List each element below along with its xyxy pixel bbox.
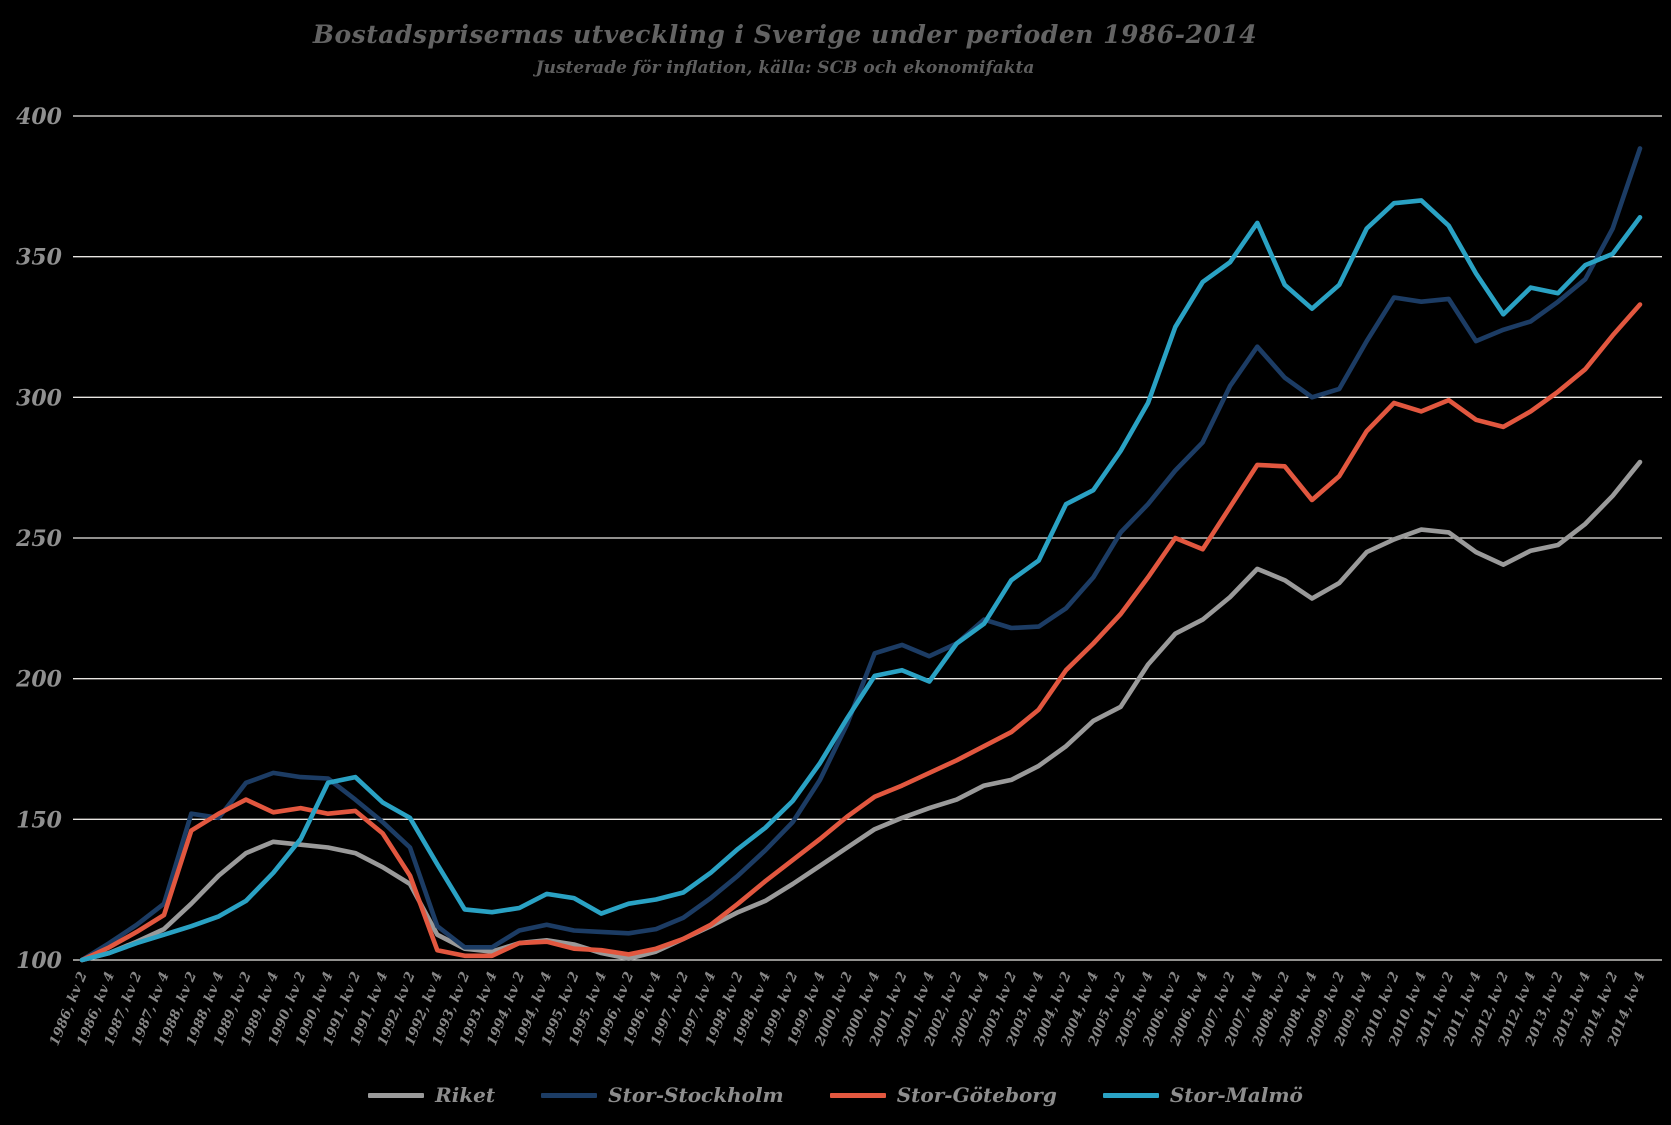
- y-tick-label-300: 300: [16, 385, 63, 411]
- series-line-stor-göteborg: [79, 302, 1643, 963]
- chart-title: Bostadsprisernas utveckling i Sverige un…: [312, 20, 1258, 49]
- legend-item-riket: Riket: [368, 1083, 495, 1107]
- legend-item-stor-stockholm: Stor-Stockholm: [541, 1083, 784, 1107]
- legend-swatch-riket: [368, 1092, 425, 1098]
- y-tick-label-400: 400: [16, 104, 63, 130]
- legend-item-stor-göteborg: Stor-Göteborg: [829, 1083, 1057, 1107]
- legend-label: Stor-Stockholm: [608, 1083, 784, 1107]
- legend-label: Riket: [435, 1083, 496, 1107]
- y-tick-label-350: 350: [16, 245, 63, 271]
- y-tick-label-150: 150: [16, 807, 63, 833]
- legend-swatch-stor-malmö: [1102, 1092, 1159, 1098]
- legend-label: Stor-Göteborg: [896, 1083, 1057, 1107]
- legend-label: Stor-Malmö: [1169, 1083, 1303, 1107]
- chart-legend: Riket Stor-Stockholm Stor-Göteborg Stor-Mal…: [0, 1078, 1671, 1112]
- legend-swatch-stor-göteborg: [829, 1092, 886, 1098]
- legend-item-stor-malmö: Stor-Malmö: [1102, 1083, 1303, 1107]
- y-tick-label-100: 100: [16, 948, 63, 974]
- legend-swatch-stor-stockholm: [541, 1092, 598, 1098]
- series-line-riket: [79, 459, 1643, 963]
- y-tick-label-200: 200: [15, 667, 63, 693]
- y-tick-label-250: 250: [15, 526, 63, 552]
- chart-subtitle: Justerade för inflation, källa: SCB och …: [535, 58, 1035, 78]
- series-line-stor-malmö: [79, 198, 1643, 963]
- series-line-stor-stockholm: [79, 146, 1643, 963]
